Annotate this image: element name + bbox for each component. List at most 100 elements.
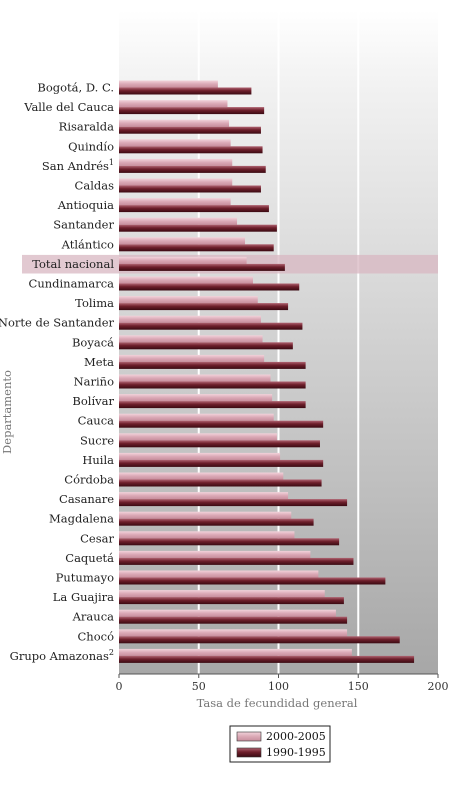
bar-1990-1995-meta <box>119 361 306 369</box>
bar-2000-2005-antioquia <box>119 198 231 206</box>
bar-1990-1995-huila <box>119 459 324 467</box>
category-label-atlantico: Atlántico <box>61 237 114 251</box>
category-label-santander: Santander <box>53 218 114 232</box>
bar-1990-1995-la-guajira <box>119 597 344 605</box>
bar-1990-1995-norte-de-santander <box>119 322 303 330</box>
category-label-quindio: Quindío <box>68 139 114 153</box>
bar-1990-1995-cundinamarca <box>119 283 300 291</box>
bar-1990-1995-valle-del-cauca <box>119 107 265 115</box>
bar-2000-2005-caldas <box>119 178 233 186</box>
bar-1990-1995-magdalena <box>119 518 314 526</box>
x-tick-label-50: 50 <box>192 680 206 693</box>
bar-1990-1995-narino <box>119 381 306 389</box>
bar-2000-2005-cundinamarca <box>119 276 253 284</box>
bar-2000-2005-santander <box>119 217 238 225</box>
bar-1990-1995-quindio <box>119 146 263 154</box>
x-tick-label-150: 150 <box>348 680 369 693</box>
bar-1990-1995-bogota-d-c <box>119 87 252 95</box>
legend-label-2000-2005: 2000-2005 <box>266 730 326 743</box>
bar-2000-2005-sucre <box>119 433 277 441</box>
bar-1990-1995-grupo-amazonas <box>119 655 415 663</box>
category-label-antioquia: Antioquia <box>57 198 114 212</box>
category-label-caqueta: Caquetá <box>65 551 114 565</box>
x-tick-label-0: 0 <box>116 680 123 693</box>
bar-2000-2005-meta <box>119 354 265 362</box>
bar-1990-1995-bolivar <box>119 401 306 409</box>
category-label-putumayo: Putumayo <box>56 571 114 585</box>
y-axis-title: Departamento <box>0 370 14 454</box>
category-label-bogota-d-c: Bogotá, D. C. <box>37 81 114 95</box>
bar-2000-2005-magdalena <box>119 511 292 519</box>
category-label-bolivar: Bolívar <box>72 394 114 408</box>
legend-swatch-1990-1995 <box>236 747 262 758</box>
bar-1990-1995-tolima <box>119 303 289 311</box>
category-label-valle-del-cauca: Valle del Cauca <box>23 100 114 114</box>
bar-1990-1995-arauca <box>119 616 348 624</box>
category-label-san-andres: San Andrés1 <box>42 158 114 173</box>
x-axis: 0 50 100 150 200 <box>116 673 449 693</box>
category-label-sucre: Sucre <box>80 433 114 447</box>
bar-2000-2005-tolima <box>119 296 258 304</box>
bar-2000-2005-putumayo <box>119 570 319 578</box>
category-label-la-guajira: La Guajira <box>53 590 114 604</box>
category-label-grupo-amazonas: Grupo Amazonas2 <box>10 648 114 663</box>
category-label-huila: Huila <box>82 453 114 467</box>
bar-1990-1995-santander <box>119 224 277 232</box>
bar-2000-2005-cordoba <box>119 472 284 480</box>
category-label-narino: Nariño <box>74 375 115 389</box>
category-label-boyaca: Boyacá <box>72 335 114 349</box>
legend-label-1990-1995: 1990-1995 <box>266 746 326 759</box>
category-label-cordoba: Córdoba <box>64 473 114 487</box>
bar-2000-2005-boyaca <box>119 335 263 343</box>
bar-1990-1995-choco <box>119 636 400 644</box>
category-label-arauca: Arauca <box>72 610 115 624</box>
bar-2000-2005-valle-del-cauca <box>119 100 228 108</box>
x-axis-title: Tasa de fecundidad general <box>197 696 358 710</box>
bar-2000-2005-grupo-amazonas <box>119 648 352 656</box>
bar-2000-2005-bolivar <box>119 394 273 402</box>
bar-1990-1995-caldas <box>119 185 261 193</box>
bars <box>119 80 415 663</box>
category-label-risaralda: Risaralda <box>59 120 114 134</box>
legend-swatch-2000-2005 <box>236 731 262 742</box>
bar-2000-2005-quindio <box>119 139 231 147</box>
bar-1990-1995-risaralda <box>119 126 261 134</box>
x-tick-label-200: 200 <box>428 680 449 693</box>
bar-2000-2005-cauca <box>119 413 274 421</box>
bar-2000-2005-huila <box>119 452 281 460</box>
bar-1990-1995-putumayo <box>119 577 386 585</box>
bar-2000-2005-san-andres <box>119 158 233 166</box>
bar-1990-1995-caqueta <box>119 557 354 565</box>
bar-1990-1995-san-andres <box>119 165 266 173</box>
bar-2000-2005-arauca <box>119 609 336 617</box>
category-label-meta: Meta <box>84 355 114 369</box>
bar-1990-1995-total-nacional <box>119 263 285 271</box>
bar-2000-2005-bogota-d-c <box>119 80 218 88</box>
category-label-cundinamarca: Cundinamarca <box>29 277 115 291</box>
bar-1990-1995-sucre <box>119 440 320 448</box>
bar-1990-1995-atlantico <box>119 244 274 252</box>
bar-2000-2005-cesar <box>119 531 295 539</box>
bar-1990-1995-cauca <box>119 420 324 428</box>
bar-2000-2005-norte-de-santander <box>119 315 261 323</box>
bar-2000-2005-casanare <box>119 492 289 500</box>
bar-1990-1995-antioquia <box>119 205 269 213</box>
bar-2000-2005-la-guajira <box>119 590 325 598</box>
category-label-cesar: Cesar <box>80 531 114 545</box>
bar-2000-2005-total-nacional <box>119 256 247 264</box>
category-labels: Bogotá, D. C. Valle del Cauca Risaralda Qui… <box>0 81 115 663</box>
bar-2000-2005-risaralda <box>119 119 230 127</box>
category-label-caldas: Caldas <box>75 179 115 193</box>
category-label-tolima: Tolima <box>75 296 114 310</box>
bar-1990-1995-cordoba <box>119 479 322 487</box>
bar-1990-1995-boyaca <box>119 342 293 350</box>
category-label-norte-de-santander: Norte de Santander <box>0 316 115 330</box>
x-tick-label-100: 100 <box>268 680 289 693</box>
bar-2000-2005-caqueta <box>119 550 311 558</box>
bar-1990-1995-casanare <box>119 499 348 507</box>
category-label-casanare: Casanare <box>59 492 114 506</box>
bar-2000-2005-choco <box>119 629 348 637</box>
bar-1990-1995-cesar <box>119 538 340 546</box>
category-label-total-nacional: Total nacional <box>32 257 114 271</box>
